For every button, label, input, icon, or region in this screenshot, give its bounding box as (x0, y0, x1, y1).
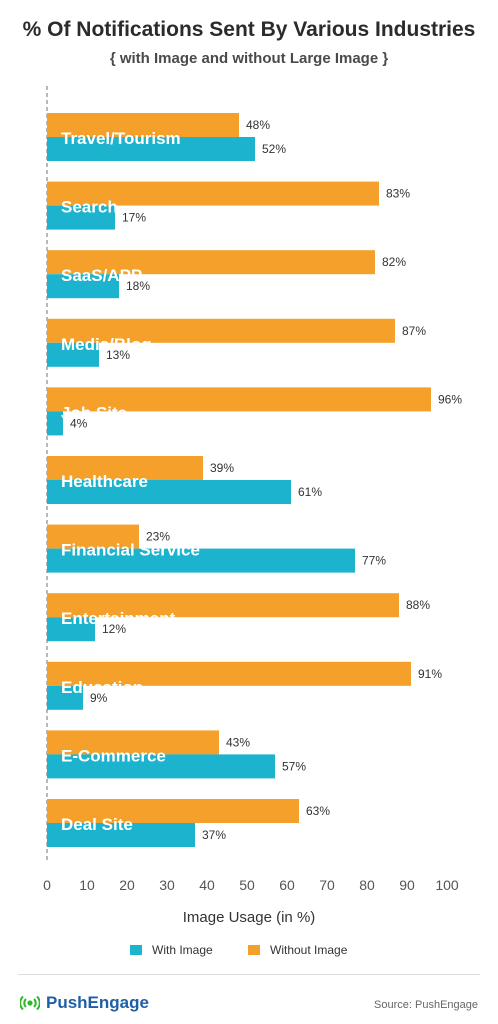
x-tick-label: 100 (435, 877, 459, 893)
bar-without-image (47, 524, 139, 549)
x-tick-label: 30 (159, 877, 175, 893)
bar-with-image (47, 342, 99, 367)
value-label-without-image: 88% (406, 598, 430, 612)
legend-label-without-image: Without Image (270, 943, 348, 957)
value-label-without-image: 96% (438, 392, 462, 406)
category-label: Media/Blog (61, 335, 152, 354)
category-label: Healthcare (61, 472, 148, 491)
bar-with-image (47, 548, 355, 573)
x-tick-label: 50 (239, 877, 255, 893)
value-label-with-image: 17% (122, 211, 146, 225)
value-label-without-image: 83% (386, 187, 410, 201)
footer-divider (18, 974, 480, 975)
x-tick-label: 80 (359, 877, 375, 893)
legend-swatch-with-image (130, 945, 142, 955)
value-label-without-image: 87% (402, 324, 426, 338)
chart-subtitle: { with Image and without Large Image } (109, 50, 389, 67)
bar-with-image (47, 411, 63, 436)
source-note: Source: PushEngage (374, 999, 478, 1011)
value-label-without-image: 43% (226, 735, 250, 749)
x-tick-label: 70 (319, 877, 335, 893)
value-label-with-image: 4% (70, 416, 88, 430)
chart-title: % Of Notifications Sent By Various Indus… (22, 18, 476, 41)
bar-without-image (47, 181, 379, 206)
category-label: SaaS/APP (61, 266, 142, 285)
bar-without-image (47, 318, 395, 343)
x-tick-label: 60 (279, 877, 295, 893)
value-label-with-image: 37% (202, 828, 226, 842)
value-label-without-image: 39% (210, 461, 234, 475)
legend-item-without-image: Without Image (248, 943, 347, 957)
category-label: Entertainment (61, 609, 176, 628)
bar-chart: 48% 52% Travel/Tourism 83% 17% Search 82% 18%Sa… (43, 86, 462, 926)
value-label-without-image: 82% (382, 255, 406, 269)
legend: With Image Without Image (0, 943, 498, 963)
bar-without-image (47, 113, 239, 137)
bar-with-image (47, 205, 115, 230)
value-label-with-image: 13% (106, 348, 130, 362)
brand-name: PushEngage (46, 993, 149, 1012)
category-label: Financial Service (61, 541, 200, 560)
x-axis-title: Image Usage (in %) (183, 909, 316, 926)
value-label-with-image: 18% (126, 279, 150, 293)
bar-with-image (47, 617, 95, 642)
x-tick-label: 10 (79, 877, 95, 893)
value-label-without-image: 91% (418, 667, 442, 681)
bar-without-image (47, 456, 203, 480)
brand-logo: PushEngage (20, 993, 149, 1013)
bar-with-image (47, 137, 255, 161)
bar-without-image (47, 593, 399, 618)
bar-without-image (47, 250, 375, 275)
x-tick-label: 0 (43, 877, 51, 893)
value-label-with-image: 57% (282, 759, 306, 773)
bar-without-image (47, 730, 219, 755)
value-label-with-image: 77% (362, 554, 386, 568)
x-tick-label: 90 (399, 877, 415, 893)
legend-swatch-without-image (248, 945, 260, 955)
category-label: Travel/Tourism (61, 129, 181, 148)
legend-item-with-image: With Image (130, 943, 213, 957)
bar-with-image (47, 754, 275, 779)
value-label-with-image: 9% (90, 691, 108, 705)
bar-with-image (47, 823, 195, 847)
category-label: Deal Site (61, 815, 133, 834)
broadcast-signal-icon (20, 995, 40, 1011)
value-label-with-image: 52% (262, 142, 286, 156)
x-tick-label: 40 (199, 877, 215, 893)
value-label-without-image: 63% (306, 804, 330, 818)
value-label-without-image: 48% (246, 118, 270, 132)
value-label-with-image: 61% (298, 485, 322, 499)
value-label-without-image: 23% (146, 530, 170, 544)
bar-without-image (47, 799, 299, 823)
legend-label-with-image: With Image (152, 943, 213, 957)
bar-with-image (47, 274, 119, 299)
bar-without-image (47, 661, 411, 686)
bar-with-image (47, 480, 291, 504)
category-label: Education (61, 678, 143, 697)
category-label: Job Site (61, 403, 127, 422)
category-label: E-Commerce (61, 746, 166, 765)
bar-without-image (47, 387, 431, 412)
x-tick-label: 20 (119, 877, 135, 893)
category-label: Search (61, 198, 118, 217)
bar-with-image (47, 685, 83, 710)
value-label-with-image: 12% (102, 622, 126, 636)
